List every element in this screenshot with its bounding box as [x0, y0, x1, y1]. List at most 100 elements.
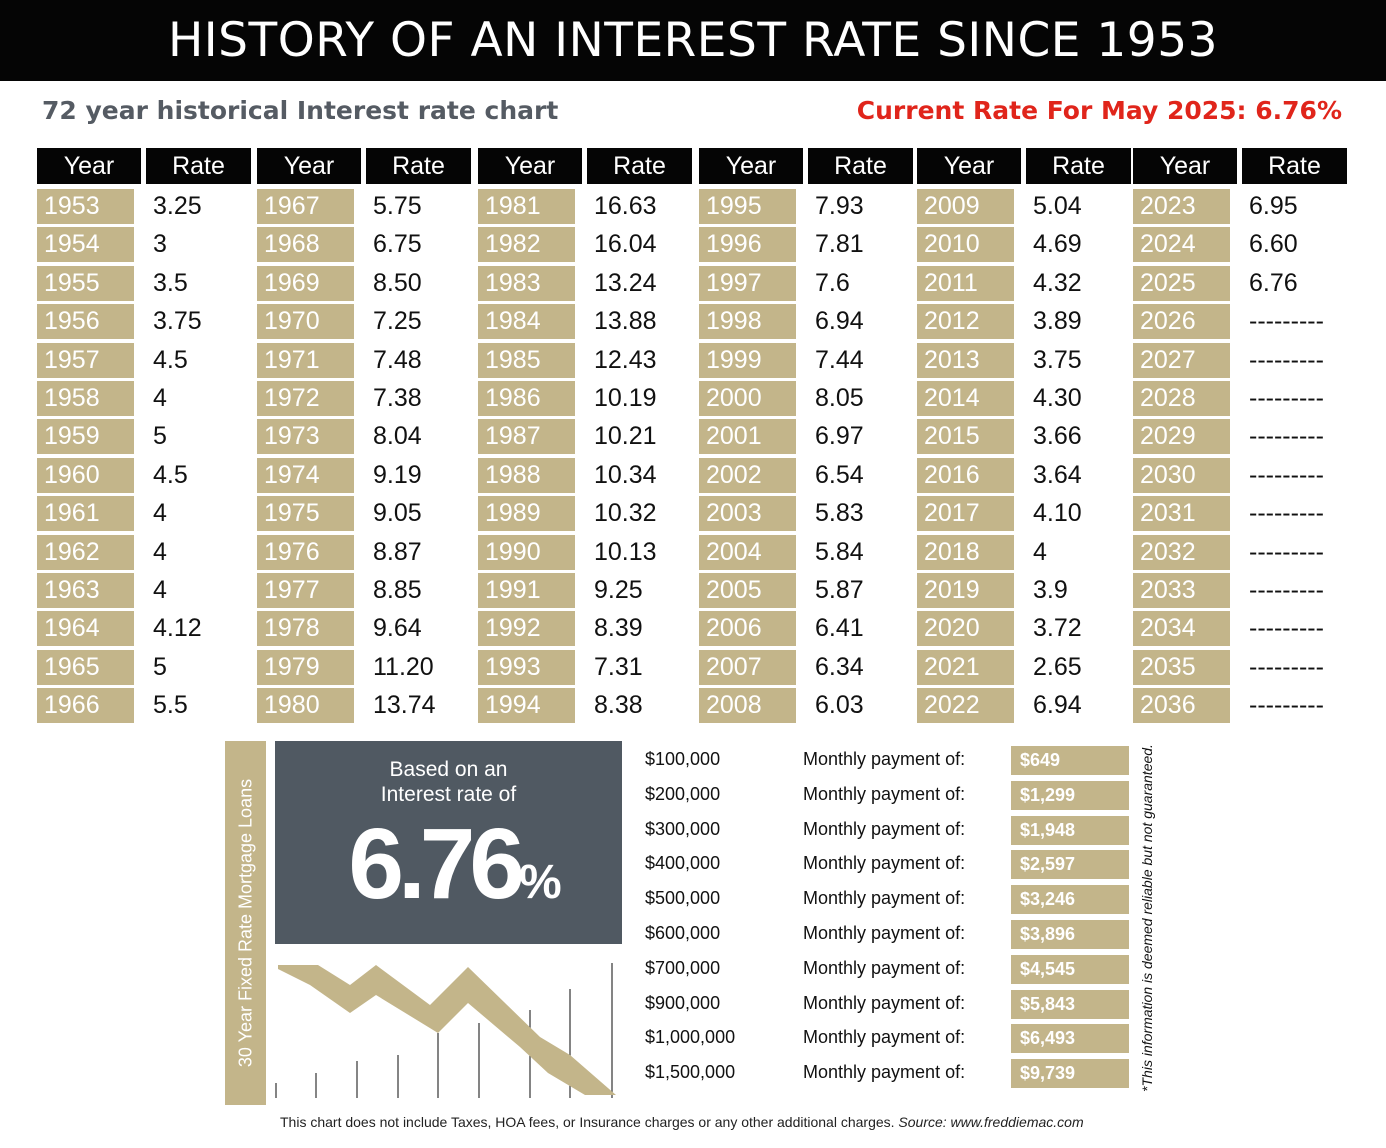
year-cell: 2012 [917, 304, 1014, 340]
year-cell: 1986 [478, 381, 575, 416]
rate-cell: 7.93 [815, 192, 864, 220]
table-row: 2000 8.05 [699, 381, 911, 416]
year-cell: 2035 [1133, 649, 1230, 685]
year-cell: 2011 [917, 265, 1014, 301]
rate-cell: 7.6 [815, 268, 850, 297]
rate-cell: 8.50 [373, 268, 422, 297]
rate-cell: 3.25 [153, 192, 202, 220]
rate-cell: 8.39 [594, 614, 643, 643]
rate-cell: 6.75 [373, 230, 422, 259]
year-cell: 2007 [699, 649, 796, 685]
year-cell: 2030 [1133, 457, 1230, 493]
rate-highlight-box: Based on an Interest rate of 6.76% [275, 741, 622, 944]
year-cell: 2008 [699, 688, 796, 724]
rate-cell: 4.32 [1033, 268, 1082, 297]
table-row: 2015 3.66 [917, 419, 1129, 455]
year-cell: 1979 [257, 649, 354, 685]
table-row: 2023 6.95 [1133, 189, 1345, 224]
table-row: 1982 16.04 [478, 227, 690, 263]
table-row: 1987 10.21 [478, 419, 690, 455]
rate-cell: 10.32 [594, 499, 657, 528]
rate-cell: 6.34 [815, 652, 864, 681]
table-row: 1967 5.75 [257, 189, 469, 224]
table-row: 1965 5 [37, 649, 249, 685]
table-row: 2009 5.04 [917, 189, 1129, 224]
table-row: 1964 4.12 [37, 611, 249, 647]
rate-cell: 6.60 [1249, 230, 1298, 259]
rate-cell: 16.04 [594, 230, 657, 259]
rate-cell: 13.88 [594, 307, 657, 336]
loan-amount: $900,000 [645, 992, 721, 1013]
table-row: 1955 3.5 [37, 265, 249, 301]
rate-cell: --------- [1249, 576, 1324, 604]
monthly-payment-value: $3,246 [1011, 885, 1129, 915]
rate-cell: 10.21 [594, 422, 657, 451]
table-row: 1954 3 [37, 227, 249, 263]
year-cell: 2024 [1133, 227, 1230, 263]
table-row: 2016 3.64 [917, 457, 1129, 493]
rate-box-line1: Based on an [389, 758, 508, 781]
rate-value-percent: % [518, 856, 562, 909]
table-row: 2017 4.10 [917, 496, 1129, 532]
year-cell: 2033 [1133, 573, 1230, 608]
table-row: 2028 --------- [1133, 381, 1345, 416]
rate-cell: 4.12 [153, 614, 202, 643]
year-cell: 1997 [699, 265, 796, 301]
monthly-payment-value: $3,896 [1011, 920, 1129, 949]
rate-cell: 5.04 [1033, 192, 1082, 220]
year-header: Year [37, 148, 141, 184]
table-row: 1990 10.13 [478, 534, 690, 570]
year-cell: 1984 [478, 304, 575, 340]
rate-cell: 9.05 [373, 499, 422, 528]
loan-amount: $600,000 [645, 923, 721, 943]
year-cell: 2016 [917, 457, 1014, 493]
table-row: 2001 6.97 [699, 419, 911, 455]
year-cell: 1965 [37, 649, 134, 685]
table-row: 2006 6.41 [699, 611, 911, 647]
monthly-payment-label: Monthly payment of: [803, 1027, 966, 1048]
year-cell: 1958 [37, 381, 134, 416]
rate-cell: 2.65 [1033, 652, 1082, 681]
year-cell: 1972 [257, 381, 354, 416]
table-row: 1974 9.19 [257, 457, 469, 493]
table-row: 2014 4.30 [917, 381, 1129, 416]
loan-amount: $300,000 [645, 818, 721, 839]
rate-cell: 6.94 [1033, 691, 1082, 720]
rate-cell: 9.25 [594, 576, 643, 604]
rate-cell: 10.13 [594, 537, 657, 566]
loan-amount: $500,000 [645, 888, 721, 909]
rate-cell: 11.20 [373, 652, 434, 681]
table-row: 1973 8.04 [257, 419, 469, 455]
year-cell: 2003 [699, 496, 796, 532]
year-cell: 2022 [917, 688, 1014, 724]
year-cell: 1980 [257, 688, 354, 724]
rate-cell: 4.69 [1033, 230, 1082, 259]
monthly-payment-value: $1,948 [1011, 815, 1129, 845]
monthly-payment-label: Monthly payment of: [803, 888, 966, 909]
table-row: 2030 --------- [1133, 457, 1345, 493]
rate-cell: 10.19 [594, 384, 657, 412]
table-row: 1971 7.48 [257, 342, 469, 378]
monthly-payment-value: $4,545 [1011, 954, 1129, 984]
table-row: 1995 7.93 [699, 189, 911, 224]
current-rate-label: Current Rate For May 2025: 6.76% [856, 96, 1342, 125]
rate-cell: 3.64 [1033, 460, 1082, 489]
footnote-source: Source: www.freddiemac.com [898, 1114, 1084, 1130]
monthly-payment-label: Monthly payment of: [803, 853, 966, 874]
rate-cell: 5.87 [815, 576, 864, 604]
year-cell: 2034 [1133, 611, 1230, 647]
year-cell: 2009 [917, 189, 1014, 224]
table-row: 2018 4 [917, 534, 1129, 570]
monthly-payment-label: Monthly payment of: [803, 992, 966, 1013]
year-cell: 2010 [917, 227, 1014, 263]
year-cell: 1982 [478, 227, 575, 263]
rate-cell: 6.76 [1249, 268, 1298, 297]
year-cell: 1954 [37, 227, 134, 263]
table-row: 1969 8.50 [257, 265, 469, 301]
table-row: 1975 9.05 [257, 496, 469, 532]
table-row: 1961 4 [37, 496, 249, 532]
side-label-bar [225, 741, 266, 1105]
rate-cell: 4 [153, 384, 167, 412]
disclaimer-note: *This information is deemed reliable but… [1139, 744, 1155, 1092]
rate-cell: --------- [1249, 345, 1324, 374]
